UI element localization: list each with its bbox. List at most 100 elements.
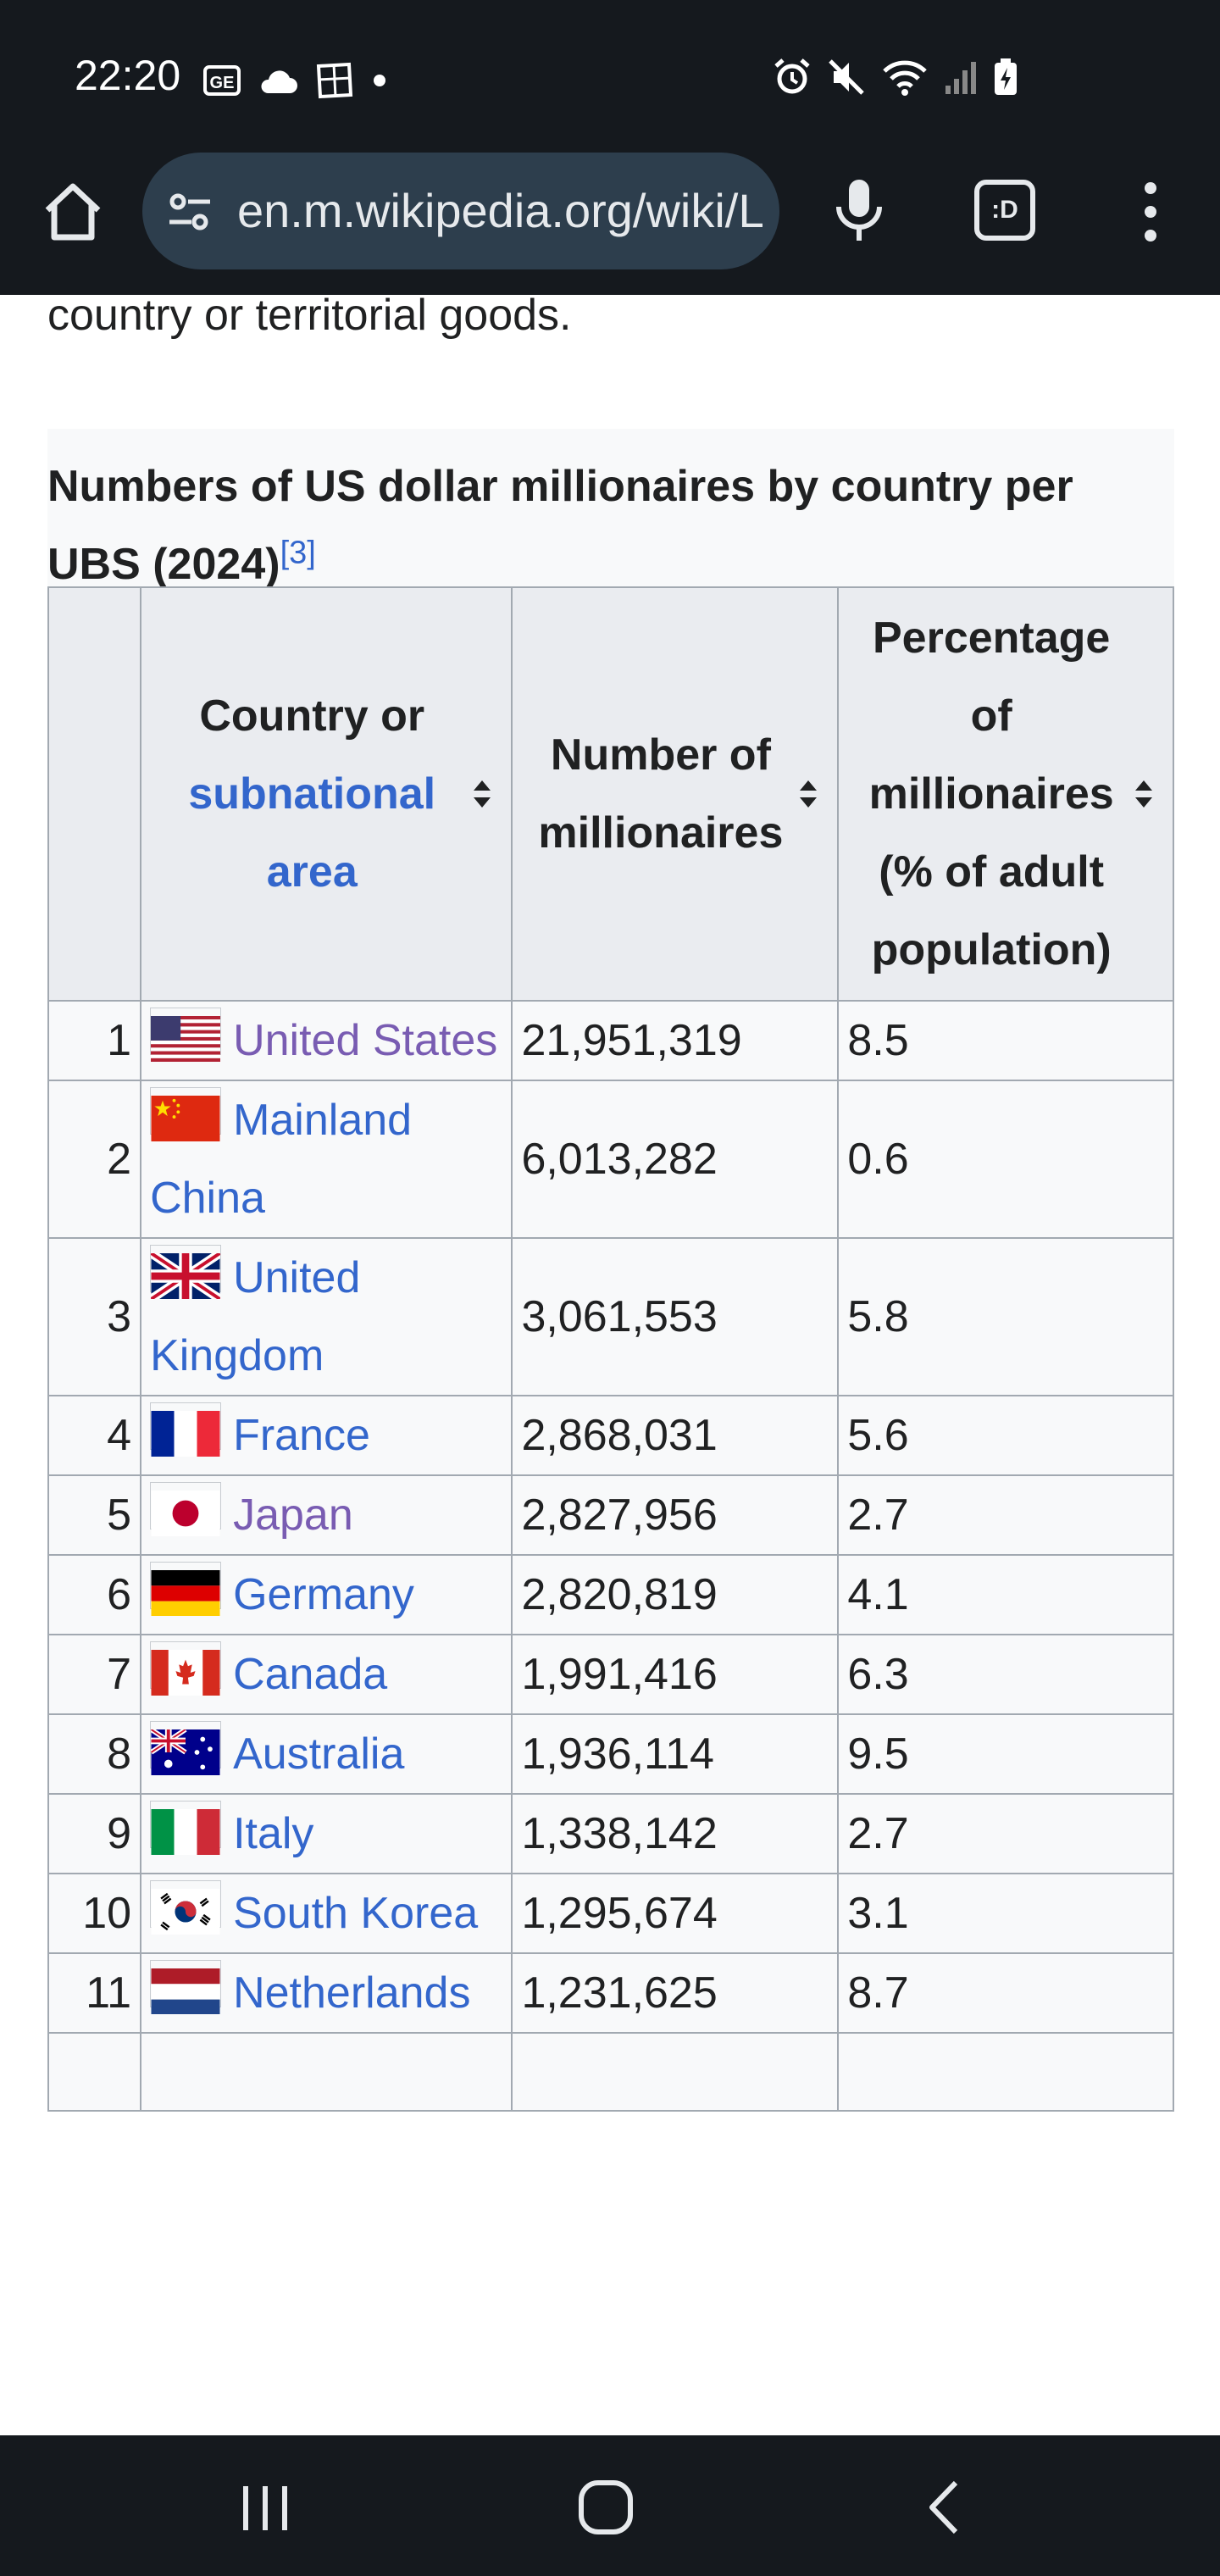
cloud-icon: [261, 70, 297, 93]
sort-icon[interactable]: [472, 779, 492, 809]
article-content: country or territorial goods. Numbers of…: [0, 295, 1220, 2435]
address-bar[interactable]: en.m.wikipedia.org/wiki/List_of_countrie…: [142, 153, 779, 269]
signal-icon: [946, 62, 976, 94]
country-link[interactable]: United States: [233, 1016, 498, 1065]
percentage-cell: 6.3: [837, 1634, 1174, 1715]
country-cell: Netherlands: [140, 1952, 513, 2034]
country-link[interactable]: France: [233, 1411, 370, 1460]
country-cell: South Korea: [140, 1873, 513, 1954]
subnational-area-link[interactable]: subnational area: [188, 769, 436, 897]
country-cell: Canada: [140, 1634, 513, 1715]
country-link[interactable]: South Korea: [233, 1889, 479, 1938]
rank-cell: 4: [47, 1395, 142, 1476]
flag-kr-icon: [150, 1880, 222, 1935]
country-link[interactable]: Japan: [233, 1491, 353, 1540]
flag-cn-icon: [150, 1087, 222, 1141]
header-country[interactable]: Country or subnational area: [140, 586, 513, 1002]
number-cell: 1,991,416: [511, 1634, 840, 1715]
country-cell: Mainland China: [140, 1080, 513, 1239]
percentage-cell: 5.6: [837, 1395, 1174, 1476]
number-cell: 2,820,819: [511, 1554, 840, 1635]
country-link[interactable]: Germany: [233, 1570, 414, 1619]
mic-icon[interactable]: [829, 176, 890, 244]
rank-cell: 7: [47, 1634, 142, 1715]
number-cell: 1,338,142: [511, 1793, 840, 1874]
table-row: 1 United States 21,951,319 8.5: [47, 1000, 1174, 1081]
header-percentage[interactable]: Percentage of millionaires (% of adult p…: [837, 586, 1174, 1002]
flag-ca-icon: [150, 1641, 222, 1696]
table-caption: Numbers of US dollar millionaires by cou…: [47, 429, 1174, 589]
back-icon[interactable]: [908, 2469, 984, 2545]
header-number[interactable]: Number of millionaires: [511, 586, 840, 1002]
header-rank: [47, 586, 142, 1002]
alarm-icon: [774, 58, 810, 94]
table-row: 5 Japan 2,827,956 2.7: [47, 1474, 1174, 1556]
recents-icon[interactable]: [227, 2469, 303, 2545]
percentage-cell: 5.8: [837, 1237, 1174, 1396]
rank-cell: 11: [47, 1952, 142, 2034]
url-text[interactable]: en.m.wikipedia.org/wiki/List_of_countrie…: [237, 184, 762, 237]
article-paragraph: country or territorial goods.: [47, 295, 572, 340]
flag-gb-icon: [148, 1245, 223, 1303]
table-row: 2 Mainland China 6,013,282 0.6: [47, 1080, 1174, 1239]
table-row: [47, 2032, 1174, 2112]
percentage-cell: 8.7: [837, 1952, 1174, 2034]
country-cell: Japan: [140, 1474, 513, 1556]
flag-us-icon: [150, 1008, 222, 1062]
mute-icon: [829, 59, 864, 95]
country-link[interactable]: Netherlands: [233, 1968, 471, 2018]
wifi-icon: [883, 60, 927, 96]
number-cell: 21,951,319: [511, 1000, 840, 1081]
percentage-cell: 2.7: [837, 1474, 1174, 1556]
number-cell: 1,295,674: [511, 1873, 840, 1954]
millionaires-table: Country or subnational area Number of mil…: [47, 586, 1174, 2112]
system-navigation-bar: [0, 2435, 1220, 2576]
header-percentage-text: Percentage of millionaires (% of adult p…: [868, 613, 1114, 974]
photo-icon: [316, 62, 353, 99]
table-row: 8 Australia 1,936,114 9.5: [47, 1713, 1174, 1795]
percentage-cell: 2.7: [837, 1793, 1174, 1874]
table-row: 11 Netherlands 1,231,625 8.7: [47, 1952, 1174, 2034]
sort-icon[interactable]: [798, 779, 818, 809]
country-link[interactable]: Italy: [233, 1809, 314, 1858]
status-time: 22:20: [75, 52, 181, 99]
country-link[interactable]: Australia: [233, 1729, 405, 1779]
rank-cell: 9: [47, 1793, 142, 1874]
flag-de-icon: [150, 1562, 222, 1616]
percentage-cell: 3.1: [837, 1873, 1174, 1954]
country-link[interactable]: Canada: [233, 1650, 388, 1699]
number-cell: 2,868,031: [511, 1395, 840, 1476]
tab-switcher-button[interactable]: :D: [974, 180, 1035, 241]
table-row: 6 Germany 2,820,819 4.1: [47, 1554, 1174, 1635]
rank-cell: 8: [47, 1713, 142, 1795]
percentage-cell: 9.5: [837, 1713, 1174, 1795]
number-cell: 1,231,625: [511, 1952, 840, 2034]
country-link[interactable]: United Kingdom: [150, 1253, 361, 1380]
number-cell: 3,061,553: [511, 1237, 840, 1396]
home-icon[interactable]: [39, 178, 107, 246]
flag-jp-icon: [150, 1482, 222, 1536]
flag-au-icon: [149, 1721, 222, 1775]
number-cell: 1,936,114: [511, 1713, 840, 1795]
percentage-cell: 0.6: [837, 1080, 1174, 1239]
dot-icon: [374, 75, 385, 86]
rank-cell: 10: [47, 1873, 142, 1954]
rank-cell: 2: [47, 1080, 142, 1239]
more-menu-icon[interactable]: [1134, 178, 1167, 246]
rank-cell: 1: [47, 1000, 142, 1081]
country-cell: United Kingdom: [140, 1237, 513, 1396]
home-nav-icon[interactable]: [568, 2469, 644, 2545]
sort-icon[interactable]: [1134, 779, 1154, 809]
country-link[interactable]: Mainland China: [150, 1096, 413, 1223]
rank-cell: 5: [47, 1474, 142, 1556]
site-settings-icon[interactable]: [166, 188, 214, 236]
rank-cell: 6: [47, 1554, 142, 1635]
table-row: 3 United Kingdom 3,061,553 5.8: [47, 1237, 1174, 1396]
header-number-text: Number of millionaires: [538, 730, 784, 858]
table-row: 7 Canada 1,991,416 6.3: [47, 1634, 1174, 1715]
number-cell: 2,827,956: [511, 1474, 840, 1556]
table-caption-text: Numbers of US dollar millionaires by cou…: [47, 462, 1073, 589]
reference-link[interactable]: [3]: [280, 535, 316, 571]
status-bar: 22:20 GE: [0, 0, 1220, 153]
country-cell: Germany: [140, 1554, 513, 1635]
